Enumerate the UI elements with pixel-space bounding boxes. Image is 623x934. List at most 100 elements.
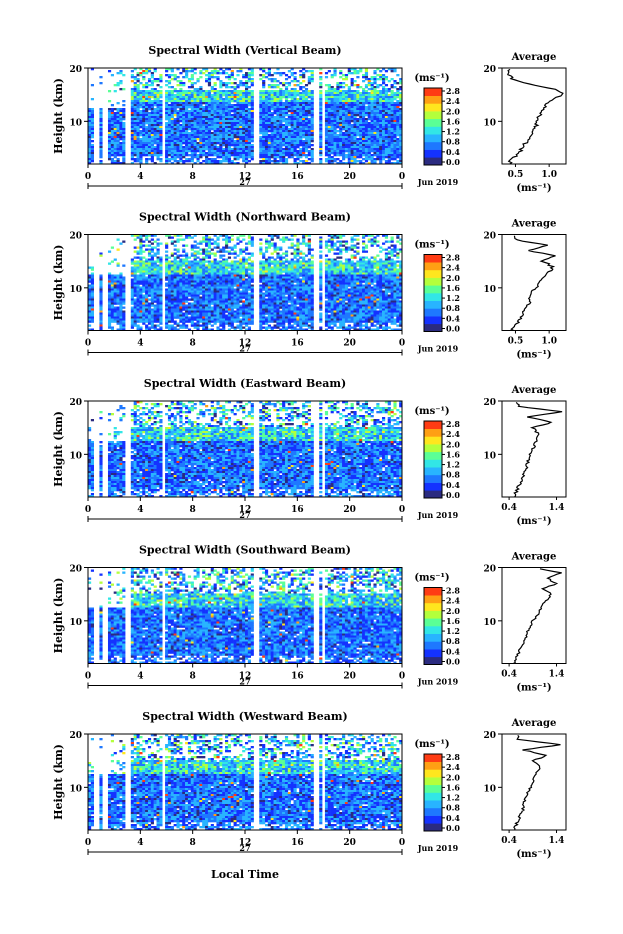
heatmap-cell: [216, 136, 219, 138]
heatmap-cell: [108, 295, 111, 297]
heatmap-cell: [376, 156, 379, 158]
heatmap-cell: [294, 130, 297, 132]
heatmap-cell: [336, 112, 339, 114]
heatmap-cell: [302, 140, 305, 142]
heatmap-cell: [311, 138, 314, 140]
heatmap-cell: [171, 120, 174, 122]
heatmap-cell: [131, 150, 134, 152]
heatmap-cell: [205, 126, 208, 128]
heatmap-cell: [108, 263, 111, 265]
heatmap-cell: [191, 289, 194, 291]
heatmap-cell: [176, 291, 179, 293]
heatmap-cell: [91, 317, 94, 319]
heatmap-cell: [191, 285, 194, 287]
heatmap-cell: [188, 277, 191, 279]
heatmap-cell: [205, 142, 208, 144]
heatmap-cell: [194, 269, 197, 271]
heatmap-cell: [122, 285, 125, 287]
heatmap-cell: [245, 118, 248, 120]
heatmap-cell: [131, 80, 134, 82]
heatmap-cell: [368, 126, 371, 128]
heatmap-cell: [182, 94, 185, 96]
heatmap-cell: [302, 86, 305, 88]
heatmap-cell: [234, 110, 237, 112]
heatmap-cell: [328, 134, 331, 136]
heatmap-cell: [176, 251, 179, 253]
heatmap-cell: [285, 86, 288, 88]
heatmap-cell: [99, 279, 102, 281]
heatmap-cell: [134, 94, 137, 96]
heatmap-cell: [371, 124, 374, 126]
heatmap-cell: [108, 313, 111, 315]
heatmap-cell: [174, 245, 177, 247]
heatmap-cell: [122, 323, 125, 325]
heatmap-cell: [111, 130, 114, 132]
heatmap-cell: [131, 74, 134, 76]
heatmap-cell: [157, 295, 160, 297]
heatmap-cell: [299, 142, 302, 144]
heatmap-cell: [385, 156, 388, 158]
heatmap-cell: [328, 128, 331, 130]
heatmap-cell: [165, 158, 168, 160]
heatmap-cell: [348, 104, 351, 106]
heatmap-cell: [99, 303, 102, 305]
heatmap-cell: [225, 102, 228, 104]
heatmap-cell: [131, 271, 134, 273]
heatmap-cell: [222, 82, 225, 84]
heatmap-cell: [182, 245, 185, 247]
heatmap-cell: [325, 92, 328, 94]
heatmap-cell: [376, 120, 379, 122]
heatmap-cell: [299, 128, 302, 130]
heatmap-cell: [196, 98, 199, 100]
heatmap-cell: [219, 104, 222, 106]
heatmap-cell: [139, 251, 142, 253]
heatmap-cell: [131, 295, 134, 297]
heatmap-cell: [342, 138, 345, 140]
heatmap-cell: [185, 287, 188, 289]
heatmap-cell: [194, 299, 197, 301]
heatmap-cell: [248, 100, 251, 102]
heatmap-cell: [396, 118, 399, 120]
heatmap-cell: [142, 311, 145, 313]
heatmap-cell: [134, 92, 137, 94]
heatmap-cell: [137, 154, 140, 156]
heatmap-cell: [108, 134, 111, 136]
heatmap-cell: [328, 108, 331, 110]
heatmap-cell: [328, 118, 331, 120]
heatmap-cell: [242, 136, 245, 138]
heatmap-cell: [319, 146, 322, 148]
heatmap-cell: [285, 92, 288, 94]
heatmap-cell: [294, 76, 297, 78]
heatmap-cell: [368, 102, 371, 104]
heatmap-cell: [157, 283, 160, 285]
heatmap-cell: [345, 84, 348, 86]
heatmap-cell: [276, 128, 279, 130]
heatmap-cell: [331, 92, 334, 94]
heatmap-cell: [185, 108, 188, 110]
heatmap-cell: [342, 90, 345, 92]
heatmap-cell: [248, 152, 251, 154]
heatmap-cell: [345, 116, 348, 118]
heatmap-cell: [302, 72, 305, 74]
heatmap-cell: [154, 128, 157, 130]
heatmap-cell: [276, 110, 279, 112]
heatmap-cell: [176, 313, 179, 315]
heatmap-cell: [179, 291, 182, 293]
heatmap-cell: [382, 98, 385, 100]
heatmap-cell: [365, 120, 368, 122]
heatmap-cell: [393, 104, 396, 106]
heatmap-cell: [382, 128, 385, 130]
heatmap-cell: [219, 92, 222, 94]
heatmap-cell: [373, 128, 376, 130]
heatmap-cell: [311, 154, 314, 156]
heatmap-cell: [114, 118, 117, 120]
heatmap-cell: [159, 108, 162, 110]
heatmap-cell: [353, 142, 356, 144]
heatmap-cell: [114, 150, 117, 152]
heatmap-cell: [182, 325, 185, 327]
heatmap-cell: [262, 134, 265, 136]
heatmap-cell: [362, 100, 365, 102]
heatmap-cell: [348, 92, 351, 94]
heatmap-cell: [154, 285, 157, 287]
heatmap-cell: [208, 158, 211, 160]
